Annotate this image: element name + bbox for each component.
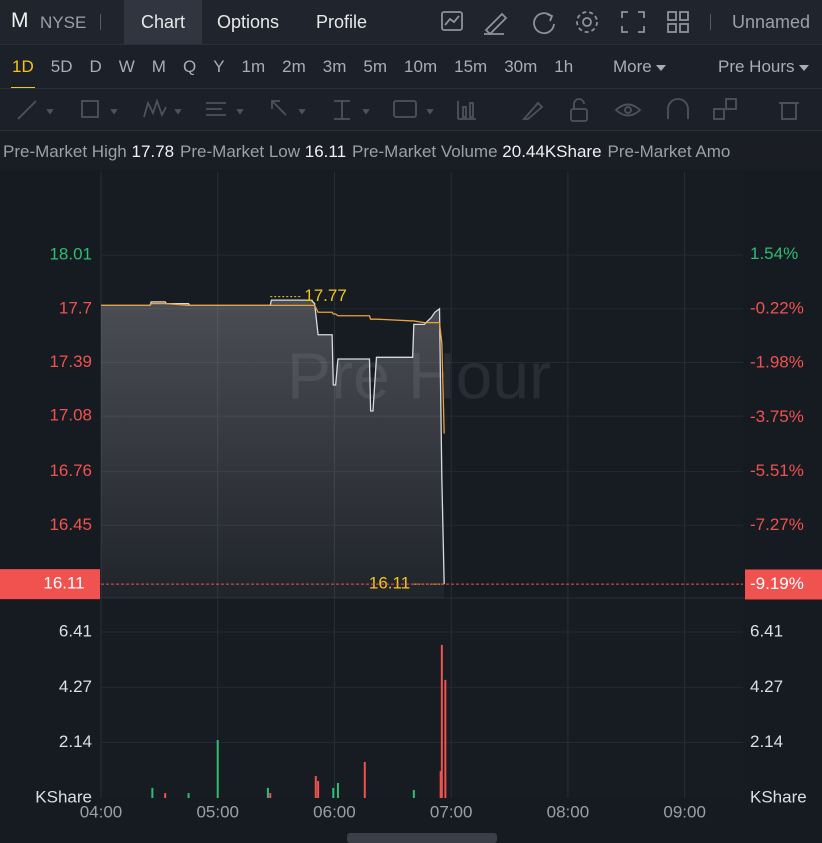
volume-bar xyxy=(216,739,219,798)
volume-bar xyxy=(317,780,320,798)
session-label[interactable]: Pre Hours xyxy=(718,57,795,76)
last-price-label: 16.11 xyxy=(43,574,84,593)
x-tick-label: 06:00 xyxy=(313,802,356,821)
y-tick-label: 17.08 xyxy=(49,406,92,425)
stats-bar: Pre-Market High 17.78 Pre-Market Low 16.1… xyxy=(0,130,822,170)
timeframe[interactable]: 5D xyxy=(50,57,73,76)
timeframe[interactable]: 2m xyxy=(282,57,306,76)
y-tick-label: 16.76 xyxy=(49,461,92,480)
volume-bar xyxy=(439,771,442,798)
timeframe[interactable]: D xyxy=(89,57,102,76)
timeframe[interactable]: Y xyxy=(213,57,225,76)
x-tick-label: 07:00 xyxy=(430,802,473,821)
more-label[interactable]: More xyxy=(613,57,652,76)
timeframe[interactable]: 15m xyxy=(454,57,488,76)
x-tick-label: 08:00 xyxy=(547,802,590,821)
last-change-label: -9.19% xyxy=(750,574,804,593)
y-tick-label: 17.7 xyxy=(59,298,92,317)
divider xyxy=(100,14,101,30)
stat-value: 17.78 xyxy=(131,142,175,161)
timeframe-list: 1D 5D D W M Q Y 1m 2m 3m 5m 10m 15m 30m 1h xyxy=(11,45,574,89)
stat-value: 16.11 xyxy=(304,142,347,161)
timeframe[interactable]: 5m xyxy=(363,57,388,76)
volume-bar xyxy=(332,787,335,798)
y2-tick-label: 1.54% xyxy=(750,244,798,263)
header: M NYSE Chart Options Profile Unnamed xyxy=(0,0,822,44)
stat-label: Pre-Market High xyxy=(3,142,127,161)
scrollbar[interactable] xyxy=(347,833,497,843)
volume-bar xyxy=(314,775,317,798)
timeframe[interactable]: Q xyxy=(182,57,197,76)
timeframe[interactable]: 1D xyxy=(11,57,35,89)
last-price-box xyxy=(0,569,100,600)
tab[interactable]: Options xyxy=(217,12,280,32)
volume-bar xyxy=(440,644,443,798)
stat-label: Pre-Market Amo xyxy=(607,142,731,161)
session-menu[interactable]: Pre Hours xyxy=(718,57,810,77)
volume-bar xyxy=(266,787,269,798)
volume-bar xyxy=(187,793,190,798)
timeframe[interactable]: 1h xyxy=(554,57,574,76)
tab[interactable]: Profile xyxy=(316,12,368,32)
timeframe[interactable]: 10m xyxy=(404,57,438,76)
last-change-box xyxy=(745,569,822,600)
tab[interactable]: Chart xyxy=(124,0,202,44)
timeframe-bar: 1D 5D D W M Q Y 1m 2m 3m 5m 10m 15m 30m 1h More Pre Ho… xyxy=(0,44,822,89)
more-menu[interactable]: More xyxy=(613,57,667,77)
y2-tick-label: -5.51% xyxy=(750,461,804,480)
area xyxy=(101,300,445,598)
volume-bar xyxy=(269,793,272,798)
y2-tick-label: -0.22% xyxy=(750,298,804,317)
volume-bar xyxy=(412,789,415,798)
stat-label: Pre-Market Volume xyxy=(352,142,498,161)
y2-tick-label: 6.41 xyxy=(750,621,783,640)
y-tick-label: 18.01 xyxy=(49,245,92,264)
timeframe[interactable]: W xyxy=(118,57,135,76)
volume-bar xyxy=(444,679,447,798)
y-tick-label: 4.27 xyxy=(59,677,92,696)
exchange: NYSE xyxy=(40,13,87,32)
x-tick-label: 04:00 xyxy=(80,802,123,821)
drawing-toolbar xyxy=(0,88,822,131)
y-tick-label: 16.45 xyxy=(49,515,92,534)
timeframe[interactable]: M xyxy=(151,57,166,76)
annotation-label: 16.11 xyxy=(369,574,410,593)
y2-tick-label: 2.14 xyxy=(750,732,783,751)
timeframe[interactable]: 30m xyxy=(504,57,538,76)
layout-name[interactable]: Unnamed xyxy=(732,12,811,32)
y-tick-label: 6.41 xyxy=(59,621,92,640)
stat-value: 20.44KShare xyxy=(502,142,602,161)
header-icons[interactable] xyxy=(438,8,698,36)
line xyxy=(101,299,445,585)
volume-bar xyxy=(336,782,339,798)
timeframe[interactable]: 3m xyxy=(322,57,347,76)
chart: 04:00 05:00 06:00 07:00 08:00 09:00 18.01 17.7 1… xyxy=(0,170,822,843)
line xyxy=(101,302,445,434)
divider xyxy=(710,14,711,30)
y-axis-label: KShare xyxy=(35,787,92,806)
volume-bar xyxy=(151,787,154,798)
x-tick-label: 09:00 xyxy=(663,802,706,821)
caret xyxy=(799,65,810,71)
y2-tick-label: -3.75% xyxy=(750,407,804,426)
y2-tick-label: -7.27% xyxy=(750,515,804,534)
volume-bar xyxy=(164,793,167,798)
y2-axis-label: KShare xyxy=(750,787,807,806)
annotation-label: 17.77 xyxy=(304,286,347,305)
stat-label: Pre-Market Low xyxy=(180,142,301,161)
x-tick-label: 05:00 xyxy=(196,802,239,821)
y-tick-label: 17.39 xyxy=(49,352,92,371)
tool-icons[interactable] xyxy=(0,89,822,131)
symbol: M xyxy=(11,9,29,32)
y2-tick-label: 4.27 xyxy=(750,677,783,696)
y2-tick-label: -1.98% xyxy=(750,352,804,371)
volume-bar xyxy=(363,761,366,798)
caret xyxy=(656,65,667,71)
y-tick-label: 2.14 xyxy=(59,732,92,751)
timeframe[interactable]: 1m xyxy=(241,57,266,76)
